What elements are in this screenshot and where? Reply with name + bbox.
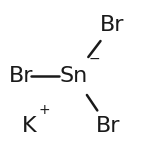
Text: −: − [88,52,100,66]
Text: K: K [22,116,37,136]
Text: +: + [39,103,50,117]
Text: Br: Br [8,66,33,86]
Text: Sn: Sn [60,66,88,86]
Text: Br: Br [100,15,125,35]
Text: Br: Br [96,116,120,136]
